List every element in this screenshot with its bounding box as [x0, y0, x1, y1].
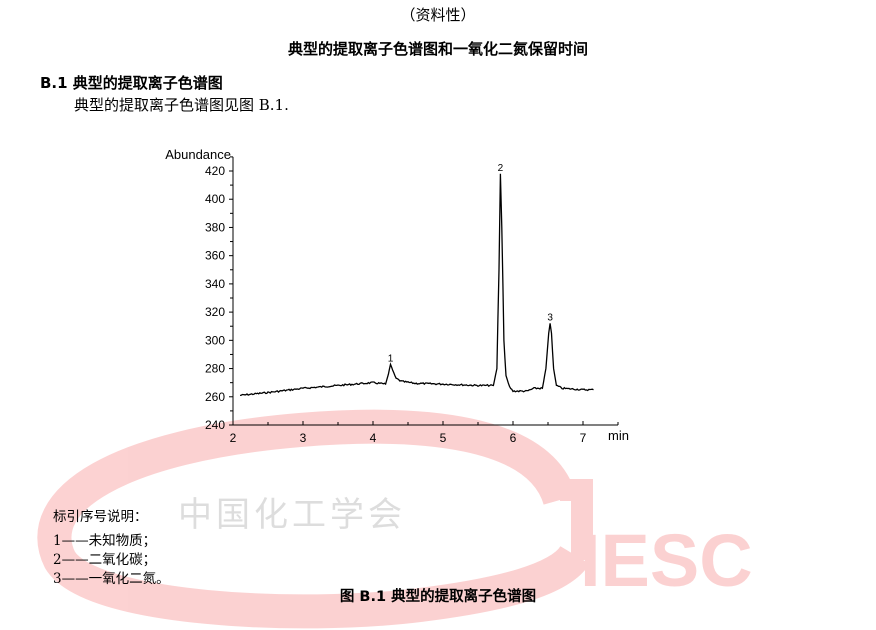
- annex-type: （资料性）: [400, 6, 476, 24]
- x-tick-label: 3: [300, 431, 307, 445]
- y-tick-label: 380: [205, 220, 225, 234]
- peak-label: 2: [498, 163, 504, 174]
- y-tick-label: 260: [205, 390, 225, 404]
- legend-item: 1——未知物质；: [53, 533, 157, 549]
- x-tick-label: 4: [370, 431, 377, 445]
- figure-caption: 图 B.1 典型的提取离子色谱图: [339, 589, 537, 605]
- y-tick-label: 360: [205, 249, 225, 263]
- chromatogram-line: [239, 173, 594, 397]
- y-tick-label: 320: [205, 305, 225, 319]
- y-tick-label: 400: [205, 192, 225, 206]
- y-tick-label: 300: [205, 333, 225, 347]
- section-paragraph: 典型的提取离子色谱图见图 B.1.: [74, 96, 289, 114]
- legend-item: 2——二氧化碳；: [53, 552, 157, 568]
- y-tick-label: 340: [205, 277, 225, 291]
- x-tick-label: 5: [440, 431, 447, 445]
- y-axis-label: Abundance: [165, 147, 231, 162]
- y-tick-label: 280: [205, 362, 225, 376]
- x-tick-label: 2: [230, 431, 237, 445]
- annex-title: 典型的提取离子色谱图和一氧化二氮保留时间: [287, 40, 588, 58]
- y-tick-label: 420: [205, 164, 225, 178]
- x-tick-label: 7: [580, 431, 587, 445]
- peak-label: 1: [388, 353, 394, 364]
- legend-title: 标引序号说明：: [53, 509, 148, 525]
- x-tick-label: 6: [510, 431, 517, 445]
- x-axis-label: min: [608, 428, 629, 443]
- legend-item: 3——一氧化二氮。: [53, 571, 170, 587]
- section-heading: B.1 典型的提取离子色谱图: [40, 74, 223, 92]
- y-tick-label: 240: [205, 418, 225, 432]
- peak-label: 3: [547, 312, 553, 323]
